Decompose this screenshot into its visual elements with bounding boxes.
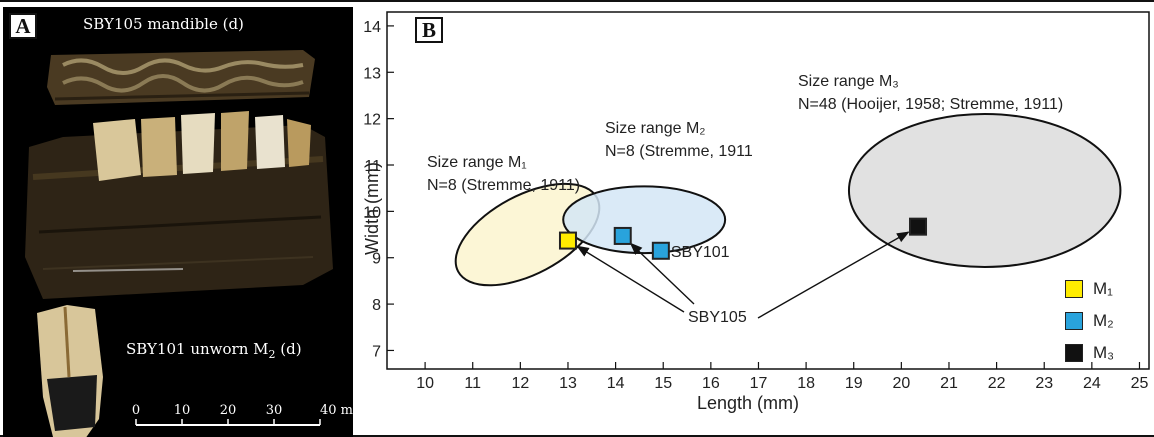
y-tick-label-13: 13 — [363, 65, 381, 82]
legend-item-m1: M₁ — [1065, 279, 1113, 299]
figure-top-border — [0, 0, 1154, 2]
data-point-sby101-m2 — [651, 241, 670, 260]
arrow-sby105-m3 — [757, 231, 910, 319]
annotation-m2-source: N=8 (Stremme, 1911 — [605, 143, 753, 160]
legend-label-m3: M₃ — [1093, 343, 1115, 362]
x-tick-label-20: 20 — [892, 375, 910, 392]
annotation-m2-title: Size range M₂ — [605, 120, 705, 137]
legend-swatch-m1 — [1065, 280, 1083, 298]
panel-b-chart: 10 11 12 13 14 15 16 17 18 19 20 21 22 23 24 25 7 8 9 10 11 1… — [360, 7, 1154, 435]
x-tick-label-24: 24 — [1083, 375, 1101, 392]
scale-label-40mm: 40 mm — [320, 403, 353, 418]
scale-label-20: 20 — [219, 403, 237, 418]
y-tick-label-11: 11 — [364, 158, 381, 175]
y-tick-label-9: 9 — [372, 251, 381, 268]
scale-label-30: 30 — [265, 403, 283, 418]
y-tick-label-8: 8 — [372, 297, 381, 314]
plot-frame — [386, 11, 1150, 370]
y-tick-label-12: 12 — [363, 112, 381, 129]
isolated-molar — [37, 305, 103, 437]
annotation-m3-source: N=48 (Hooijer, 1958; Stremme, 1911) — [798, 96, 1063, 113]
x-tick-label-16: 16 — [702, 375, 720, 392]
panel-b-label: B — [415, 17, 443, 43]
x-tick-label-11: 11 — [464, 375, 481, 392]
legend-swatch-m3 — [1065, 344, 1083, 362]
data-point-sby105-m1 — [558, 231, 577, 250]
size-range-ellipse-m3 — [847, 113, 1122, 268]
y-tick-label-14: 14 — [363, 19, 381, 36]
x-tick-label-12: 12 — [511, 375, 529, 392]
annotation-m1-title: Size range M₁ — [427, 154, 527, 171]
x-tick-label-21: 21 — [940, 375, 958, 392]
size-range-ellipse-m2 — [562, 185, 727, 255]
x-tick-label-18: 18 — [797, 375, 815, 392]
x-axis-label: Length (mm) — [697, 393, 799, 413]
arrow-sby105-m1 — [576, 245, 685, 313]
x-tick-label-10: 10 — [416, 375, 434, 392]
x-tick-label-17: 17 — [750, 375, 768, 392]
legend-item-m2: M₂ — [1065, 311, 1114, 331]
data-point-sby105-m3 — [909, 217, 928, 236]
data-point-sby105-m2 — [613, 226, 632, 245]
annotation-sby101: SBY101 — [671, 244, 730, 261]
y-tick-label-7: 7 — [372, 343, 381, 360]
legend-label-m2: M₂ — [1093, 311, 1114, 330]
legend-item-m3: M₃ — [1065, 343, 1114, 363]
x-tick-label-22: 22 — [988, 375, 1006, 392]
scale-label-0: 0 — [131, 403, 141, 418]
arrow-sby105-m2 — [629, 242, 695, 305]
x-tick-label-19: 19 — [845, 375, 863, 392]
y-axis-label: Width (mm) — [362, 162, 382, 255]
x-tick-label-13: 13 — [559, 375, 577, 392]
size-range-scatter-chart: 10 11 12 13 14 15 16 17 18 19 20 21 22 23 24 25 7 8 9 10 11 1… — [362, 11, 1150, 413]
scale-bar — [135, 419, 321, 426]
x-tick-label-23: 23 — [1035, 375, 1053, 392]
annotation-m3-title: Size range M₃ — [798, 73, 899, 90]
specimen-illustration — [25, 50, 333, 437]
mandible-occlusal-view — [47, 50, 315, 105]
x-tick-label-25: 25 — [1131, 375, 1149, 392]
mandible-caption: SBY105 mandible (d) — [83, 15, 244, 33]
unworn-tooth-caption: SBY101 unworn M2 (d) — [126, 340, 302, 361]
mandible-lateral-view — [25, 111, 333, 299]
annotation-sby105: SBY105 — [688, 309, 747, 326]
legend-swatch-m2 — [1065, 312, 1083, 330]
figure-bottom-border — [0, 435, 1154, 437]
y-tick-label-10: 10 — [363, 204, 381, 221]
x-tick-label-15: 15 — [654, 375, 672, 392]
panel-a-label: A — [9, 13, 37, 39]
annotation-m1-source: N=8 (Stremme, 1911) — [427, 177, 580, 194]
panel-a-photo: A SBY105 mandible (d) SBY101 unworn M2 (… — [3, 7, 353, 437]
scale-label-10: 10 — [173, 403, 191, 418]
legend-label-m1: M₁ — [1093, 279, 1113, 298]
x-tick-label-14: 14 — [607, 375, 625, 392]
